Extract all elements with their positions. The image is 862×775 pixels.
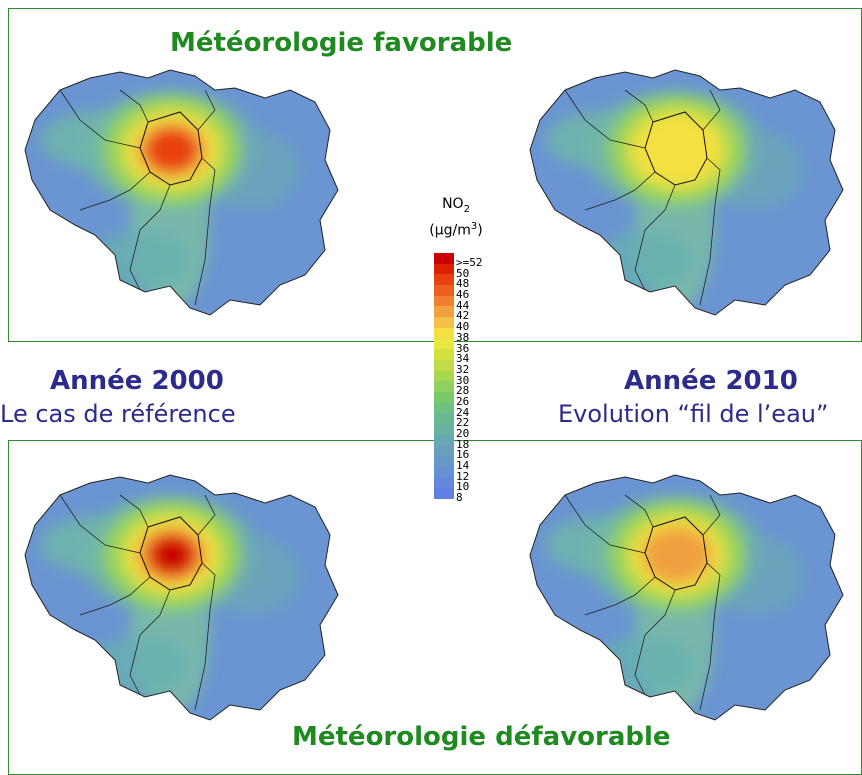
department-boundary xyxy=(197,89,216,131)
legend-swatch xyxy=(434,466,454,478)
legend-level-label: 22 xyxy=(456,416,470,430)
legend-level-label: 8 xyxy=(456,491,463,505)
department-boundary xyxy=(59,89,141,149)
legend-level-label: 26 xyxy=(456,394,470,408)
department-boundary xyxy=(624,89,654,123)
department-boundary xyxy=(702,494,721,536)
paris-outline xyxy=(644,516,708,591)
legend-level-label: 10 xyxy=(456,480,470,494)
legend-level-label: 18 xyxy=(456,437,470,451)
legend-level-label: 38 xyxy=(456,330,470,344)
map-2000-defavorable xyxy=(24,474,339,721)
legend-swatch xyxy=(434,434,454,446)
department-boundary xyxy=(564,494,646,554)
legend-title: NO2 (µg/m3) xyxy=(420,196,492,239)
defavorable-title: Météorologie défavorable xyxy=(292,722,671,752)
legend-swatch xyxy=(434,402,454,414)
legend-swatch xyxy=(434,391,454,403)
region-outline xyxy=(24,474,339,721)
legend-level-label: 36 xyxy=(456,341,470,355)
department-boundary xyxy=(59,494,141,554)
region-outline xyxy=(529,474,844,721)
department-boundary xyxy=(194,157,216,306)
year-2000-label: Année 2000 xyxy=(50,366,224,396)
legend-labels: >=52 50 48 46 44 42 40 38 36 34 32 30 28 26 24 22 20 18 16… xyxy=(456,256,483,505)
legend-swatch xyxy=(434,274,454,286)
department-boundary xyxy=(634,184,676,291)
legend-level-label: 48 xyxy=(456,277,470,291)
legend-swatch xyxy=(434,370,454,382)
department-boundary xyxy=(624,494,654,528)
legend-swatch xyxy=(434,285,454,296)
legend-swatch xyxy=(434,413,454,424)
paris-outline xyxy=(644,111,708,186)
region-outline xyxy=(24,69,339,316)
legend-level-label: >=52 xyxy=(456,256,483,269)
legend-level-label: 24 xyxy=(456,405,470,419)
department-boundary xyxy=(197,494,216,536)
department-boundary xyxy=(129,589,171,696)
department-boundary xyxy=(194,562,216,711)
legend-level-label: 12 xyxy=(456,469,470,483)
legend-level-label: 34 xyxy=(456,352,470,366)
legend-level-label: 44 xyxy=(456,298,470,312)
legend-swatch xyxy=(434,349,454,360)
legend-swatch xyxy=(434,253,454,264)
legend-unit-sup: 3 xyxy=(470,220,478,232)
legend-level-label: 16 xyxy=(456,448,470,462)
department-boundary xyxy=(702,89,721,131)
legend-level-label: 14 xyxy=(456,459,470,473)
legend-level-label: 46 xyxy=(456,288,470,302)
legend-unit-end: ) xyxy=(477,222,483,239)
legend-swatch xyxy=(434,306,454,318)
map-2000-favorable xyxy=(24,69,339,316)
legend-level-label: 50 xyxy=(456,266,470,280)
legend-swatch xyxy=(434,359,454,371)
legend-pollutant: NO xyxy=(442,196,464,212)
legend-swatch xyxy=(434,327,454,339)
legend-swatch xyxy=(434,477,454,489)
legend-swatch xyxy=(434,338,454,350)
map-2010-favorable xyxy=(529,69,844,316)
legend-level-label: 30 xyxy=(456,373,470,387)
legend-level-label: 42 xyxy=(456,309,470,323)
legend-swatch xyxy=(434,295,454,307)
department-boundary xyxy=(129,184,171,291)
legend-swatch xyxy=(434,424,454,435)
legend-unit: (µg/m xyxy=(429,222,471,239)
paris-outline xyxy=(139,516,203,591)
legend-swatch xyxy=(434,263,454,275)
legend-swatch xyxy=(434,445,454,457)
department-boundary xyxy=(699,562,721,711)
legend-pollutant-sub: 2 xyxy=(463,203,470,215)
year-2010-label: Année 2010 xyxy=(624,366,798,396)
paris-outline xyxy=(139,111,203,186)
department-boundary xyxy=(119,494,149,528)
department-boundary xyxy=(79,576,151,616)
trend-evolution-label: Evolution “fil de l’eau” xyxy=(558,400,829,428)
department-boundary xyxy=(119,89,149,123)
legend-level-label: 28 xyxy=(456,384,470,398)
region-outline xyxy=(529,69,844,316)
legend-level-label: 32 xyxy=(456,362,470,376)
legend-level-label: 20 xyxy=(456,427,470,440)
legend-swatch xyxy=(434,488,454,499)
legend-colorbar xyxy=(434,253,454,499)
department-boundary xyxy=(699,157,721,306)
reference-case-label: Le cas de référence xyxy=(0,400,236,428)
legend-swatch xyxy=(434,317,454,328)
legend-swatch xyxy=(434,456,454,467)
department-boundary xyxy=(564,89,646,149)
department-boundary xyxy=(634,589,676,696)
map-2010-defavorable xyxy=(529,474,844,721)
favorable-title: Météorologie favorable xyxy=(170,28,513,58)
department-boundary xyxy=(584,576,656,616)
department-boundary xyxy=(584,171,656,211)
legend-swatch xyxy=(434,381,454,392)
department-boundary xyxy=(79,171,151,211)
legend-level-label: 40 xyxy=(456,320,470,334)
